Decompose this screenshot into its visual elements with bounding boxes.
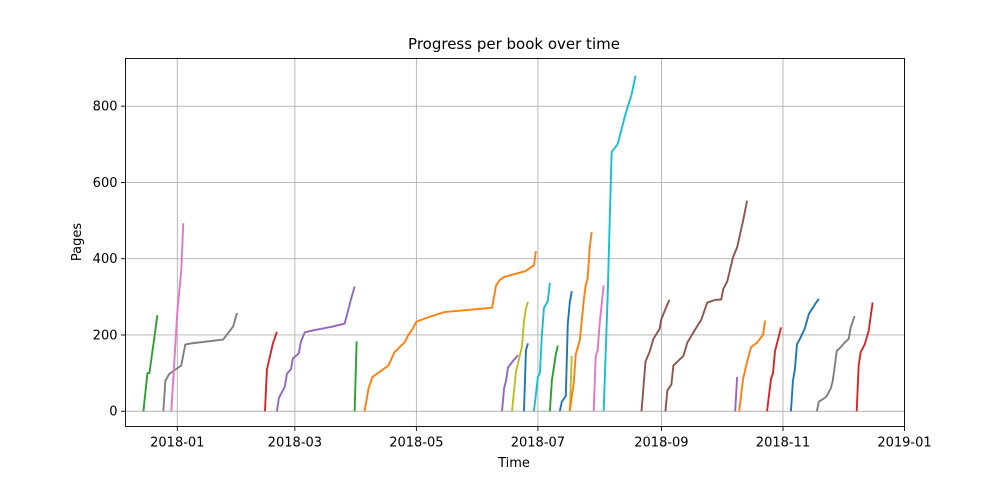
x-tick-label: 2018-03 [268, 436, 322, 451]
x-tick-label: 2018-05 [389, 436, 443, 451]
book-progress-line-17 [602, 75, 637, 412]
book-progress-line-11 [532, 282, 551, 412]
book-progress-line-1 [142, 315, 159, 412]
book-progress-line-19 [664, 200, 749, 412]
book-progress-line-8 [501, 354, 519, 412]
x-axis-label: Time [497, 456, 530, 471]
y-tick-label: 200 [93, 328, 118, 343]
book-progress-line-9 [511, 301, 529, 412]
x-tick-label: 2018-07 [511, 436, 565, 451]
book-progress-line-20 [734, 376, 739, 412]
book-progress-line-5 [275, 286, 356, 412]
book-progress-line-13 [558, 290, 573, 412]
y-tick-label: 0 [109, 405, 117, 420]
book-progress-line-25 [855, 302, 874, 412]
book-progress-line-23 [789, 298, 820, 412]
x-tick-label: 2018-09 [634, 436, 688, 451]
book-progress-line-18 [640, 299, 671, 412]
book-progress-line-6 [353, 341, 358, 412]
book-progress-line-12 [548, 345, 559, 412]
axes-frame [125, 58, 905, 427]
y-tick-label: 400 [93, 252, 118, 267]
book-progress-line-16 [592, 285, 605, 412]
book-progress-line-2 [162, 312, 238, 412]
x-tick-label: 2018-01 [150, 436, 204, 451]
book-progress-line-7 [363, 250, 537, 412]
book-progress-line-24 [815, 315, 856, 412]
y-tick-label: 800 [93, 100, 118, 115]
book-progress-line-21 [738, 320, 766, 412]
book-progress-line-3 [170, 223, 185, 412]
y-axis-label: Pages [70, 223, 85, 261]
grid [125, 58, 905, 427]
x-axis: 2018-01 2018-03 2018-05 2018-07 2018-09 2018-… [150, 426, 932, 451]
y-tick-label: 600 [93, 176, 118, 191]
book-progress-line-15 [568, 231, 593, 412]
y-axis: 0 200 400 600 800 [93, 100, 126, 420]
x-tick-label: 2019-01 [877, 436, 931, 451]
x-tick-label: 2018-11 [756, 436, 810, 451]
book-progress-line-22 [766, 327, 782, 412]
book-progress-line-4 [264, 331, 278, 412]
chart-title: Progress per book over time [408, 35, 620, 53]
book-progress-line-10 [523, 343, 529, 412]
series-group [142, 75, 874, 412]
